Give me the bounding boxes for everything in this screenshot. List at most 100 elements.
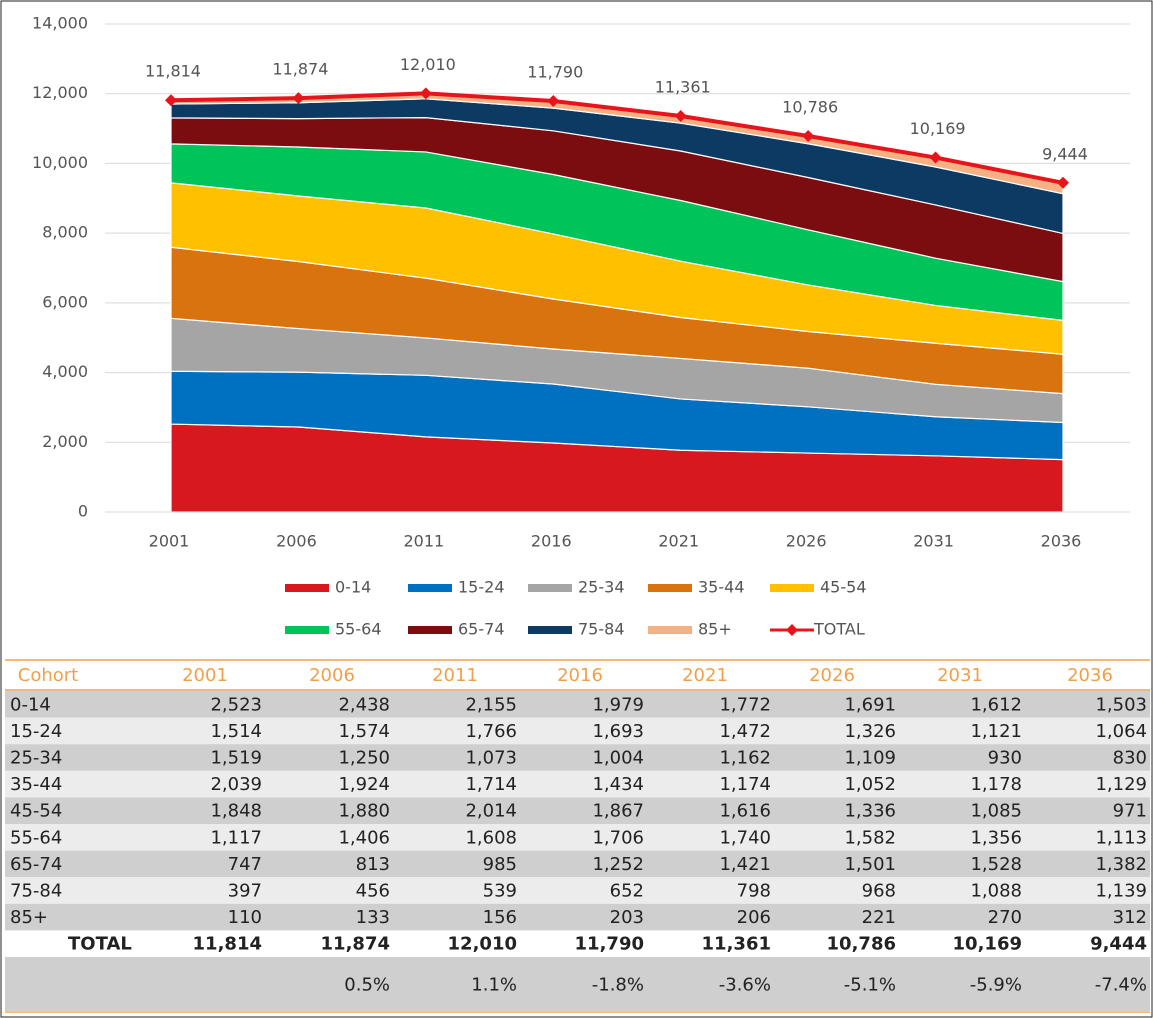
table-cell: 1,250	[338, 748, 390, 769]
total-marker	[1057, 176, 1069, 189]
table-cell: 1,714	[465, 774, 517, 795]
table-cell: 1,434	[592, 774, 644, 795]
table-header: 2031	[937, 665, 983, 686]
table-change-cell: -5.9%	[970, 975, 1022, 996]
x-tick-label: 2021	[658, 532, 699, 551]
table-cell: 652	[610, 881, 644, 902]
table-total-cell: 11,814	[193, 934, 262, 955]
x-tick-label: 2006	[276, 532, 317, 551]
table-cell: 456	[356, 881, 390, 902]
table-cell: 1,113	[1095, 827, 1147, 848]
table-header: 2011	[432, 665, 478, 686]
row-label: 55-64	[10, 827, 62, 848]
table-total-cell: 11,790	[575, 934, 644, 955]
row-label: 15-24	[10, 721, 62, 742]
table-cell: 2,523	[210, 694, 262, 715]
row-label: 45-54	[10, 801, 62, 822]
table-cell: 1,109	[844, 748, 896, 769]
total-marker	[929, 151, 942, 164]
table-cell: 133	[356, 907, 390, 928]
table-change-cell: -1.8%	[592, 975, 644, 996]
table-row-bg	[5, 824, 1150, 851]
table-cell: 1,117	[210, 827, 262, 848]
table-cell: 1,848	[210, 801, 262, 822]
legend-swatch	[528, 584, 572, 592]
table-row-bg	[5, 770, 1150, 798]
table-cell: 2,039	[210, 774, 262, 795]
table-cell: 1,356	[970, 827, 1022, 848]
table-cell: 1,073	[465, 748, 517, 769]
table-cell: 830	[1113, 748, 1147, 769]
table-cell: 1,706	[592, 827, 644, 848]
legend-label: 0-14	[335, 578, 371, 597]
table-cell: 1,139	[1095, 881, 1147, 902]
table-cell: 1,740	[719, 827, 771, 848]
table-change-cell: -7.4%	[1095, 975, 1147, 996]
table-cell: 1,472	[719, 721, 771, 742]
table-row-bg	[5, 957, 1150, 1012]
legend-label: 65-74	[458, 620, 505, 639]
x-tick-label: 2001	[149, 532, 190, 551]
y-tick-label: 14,000	[32, 14, 88, 33]
table-cell: 206	[737, 907, 771, 928]
table-row-bg	[5, 717, 1150, 745]
table-cell: 1,178	[970, 774, 1022, 795]
legend-swatch	[285, 626, 329, 634]
table-cell: 270	[988, 907, 1022, 928]
table-cell: 312	[1113, 907, 1147, 928]
table-header: 2026	[809, 665, 855, 686]
y-tick-label: 4,000	[42, 362, 88, 381]
table-cell: 1,326	[844, 721, 896, 742]
y-tick-label: 6,000	[42, 292, 88, 311]
table-row-bg	[5, 691, 1150, 718]
y-tick-label: 12,000	[32, 83, 88, 102]
total-line	[170, 91, 1064, 185]
table-cell: 1,382	[1095, 854, 1147, 875]
data-label: 11,790	[527, 63, 583, 82]
table-header: Cohort	[18, 665, 78, 686]
table-row-bg	[5, 877, 1150, 904]
table-cell: 539	[483, 881, 517, 902]
table-change-cell: 0.5%	[344, 975, 390, 996]
x-tick-label: 2026	[786, 532, 827, 551]
legend-label: 25-34	[578, 578, 625, 597]
table-cell: 1,514	[210, 721, 262, 742]
x-tick-label: 2011	[403, 532, 444, 551]
data-label: 11,874	[272, 60, 328, 79]
table-cell: 798	[737, 881, 771, 902]
table-header: 2021	[682, 665, 728, 686]
table-cell: 968	[862, 881, 896, 902]
table-cell: 1,088	[970, 881, 1022, 902]
table-cell: 397	[228, 881, 262, 902]
legend-swatch	[285, 584, 329, 592]
legend-swatch	[408, 626, 452, 634]
table-total-cell: 11,361	[702, 934, 771, 955]
row-label: 35-44	[10, 774, 62, 795]
legend-swatch	[408, 584, 452, 592]
y-tick-label: 8,000	[42, 223, 88, 242]
table-total-cell: 9,444	[1090, 934, 1147, 955]
row-label: 65-74	[10, 854, 62, 875]
table-cell: 1,174	[719, 774, 771, 795]
table-cell: 1,608	[465, 827, 517, 848]
table-cell: 1,867	[592, 801, 644, 822]
row-label: 75-84	[10, 881, 62, 902]
total-marker	[674, 109, 687, 122]
y-tick-label: 0	[78, 502, 88, 521]
table-cell: 1,691	[844, 694, 896, 715]
table-cell: 1,406	[338, 827, 390, 848]
table-row-bg	[5, 850, 1150, 878]
table-cell: 1,574	[338, 721, 390, 742]
table-cell: 1,052	[844, 774, 896, 795]
legend-label: TOTAL	[813, 620, 865, 639]
table-cell: 1,612	[970, 694, 1022, 715]
data-label: 10,786	[782, 98, 838, 117]
table-cell: 1,772	[719, 694, 771, 715]
table-change-cell: -3.6%	[719, 975, 771, 996]
table-cell: 221	[862, 907, 896, 928]
table-cell: 1,336	[844, 801, 896, 822]
row-label: 25-34	[10, 748, 62, 769]
row-label: TOTAL	[68, 934, 132, 955]
table-row-bg	[5, 903, 1150, 931]
